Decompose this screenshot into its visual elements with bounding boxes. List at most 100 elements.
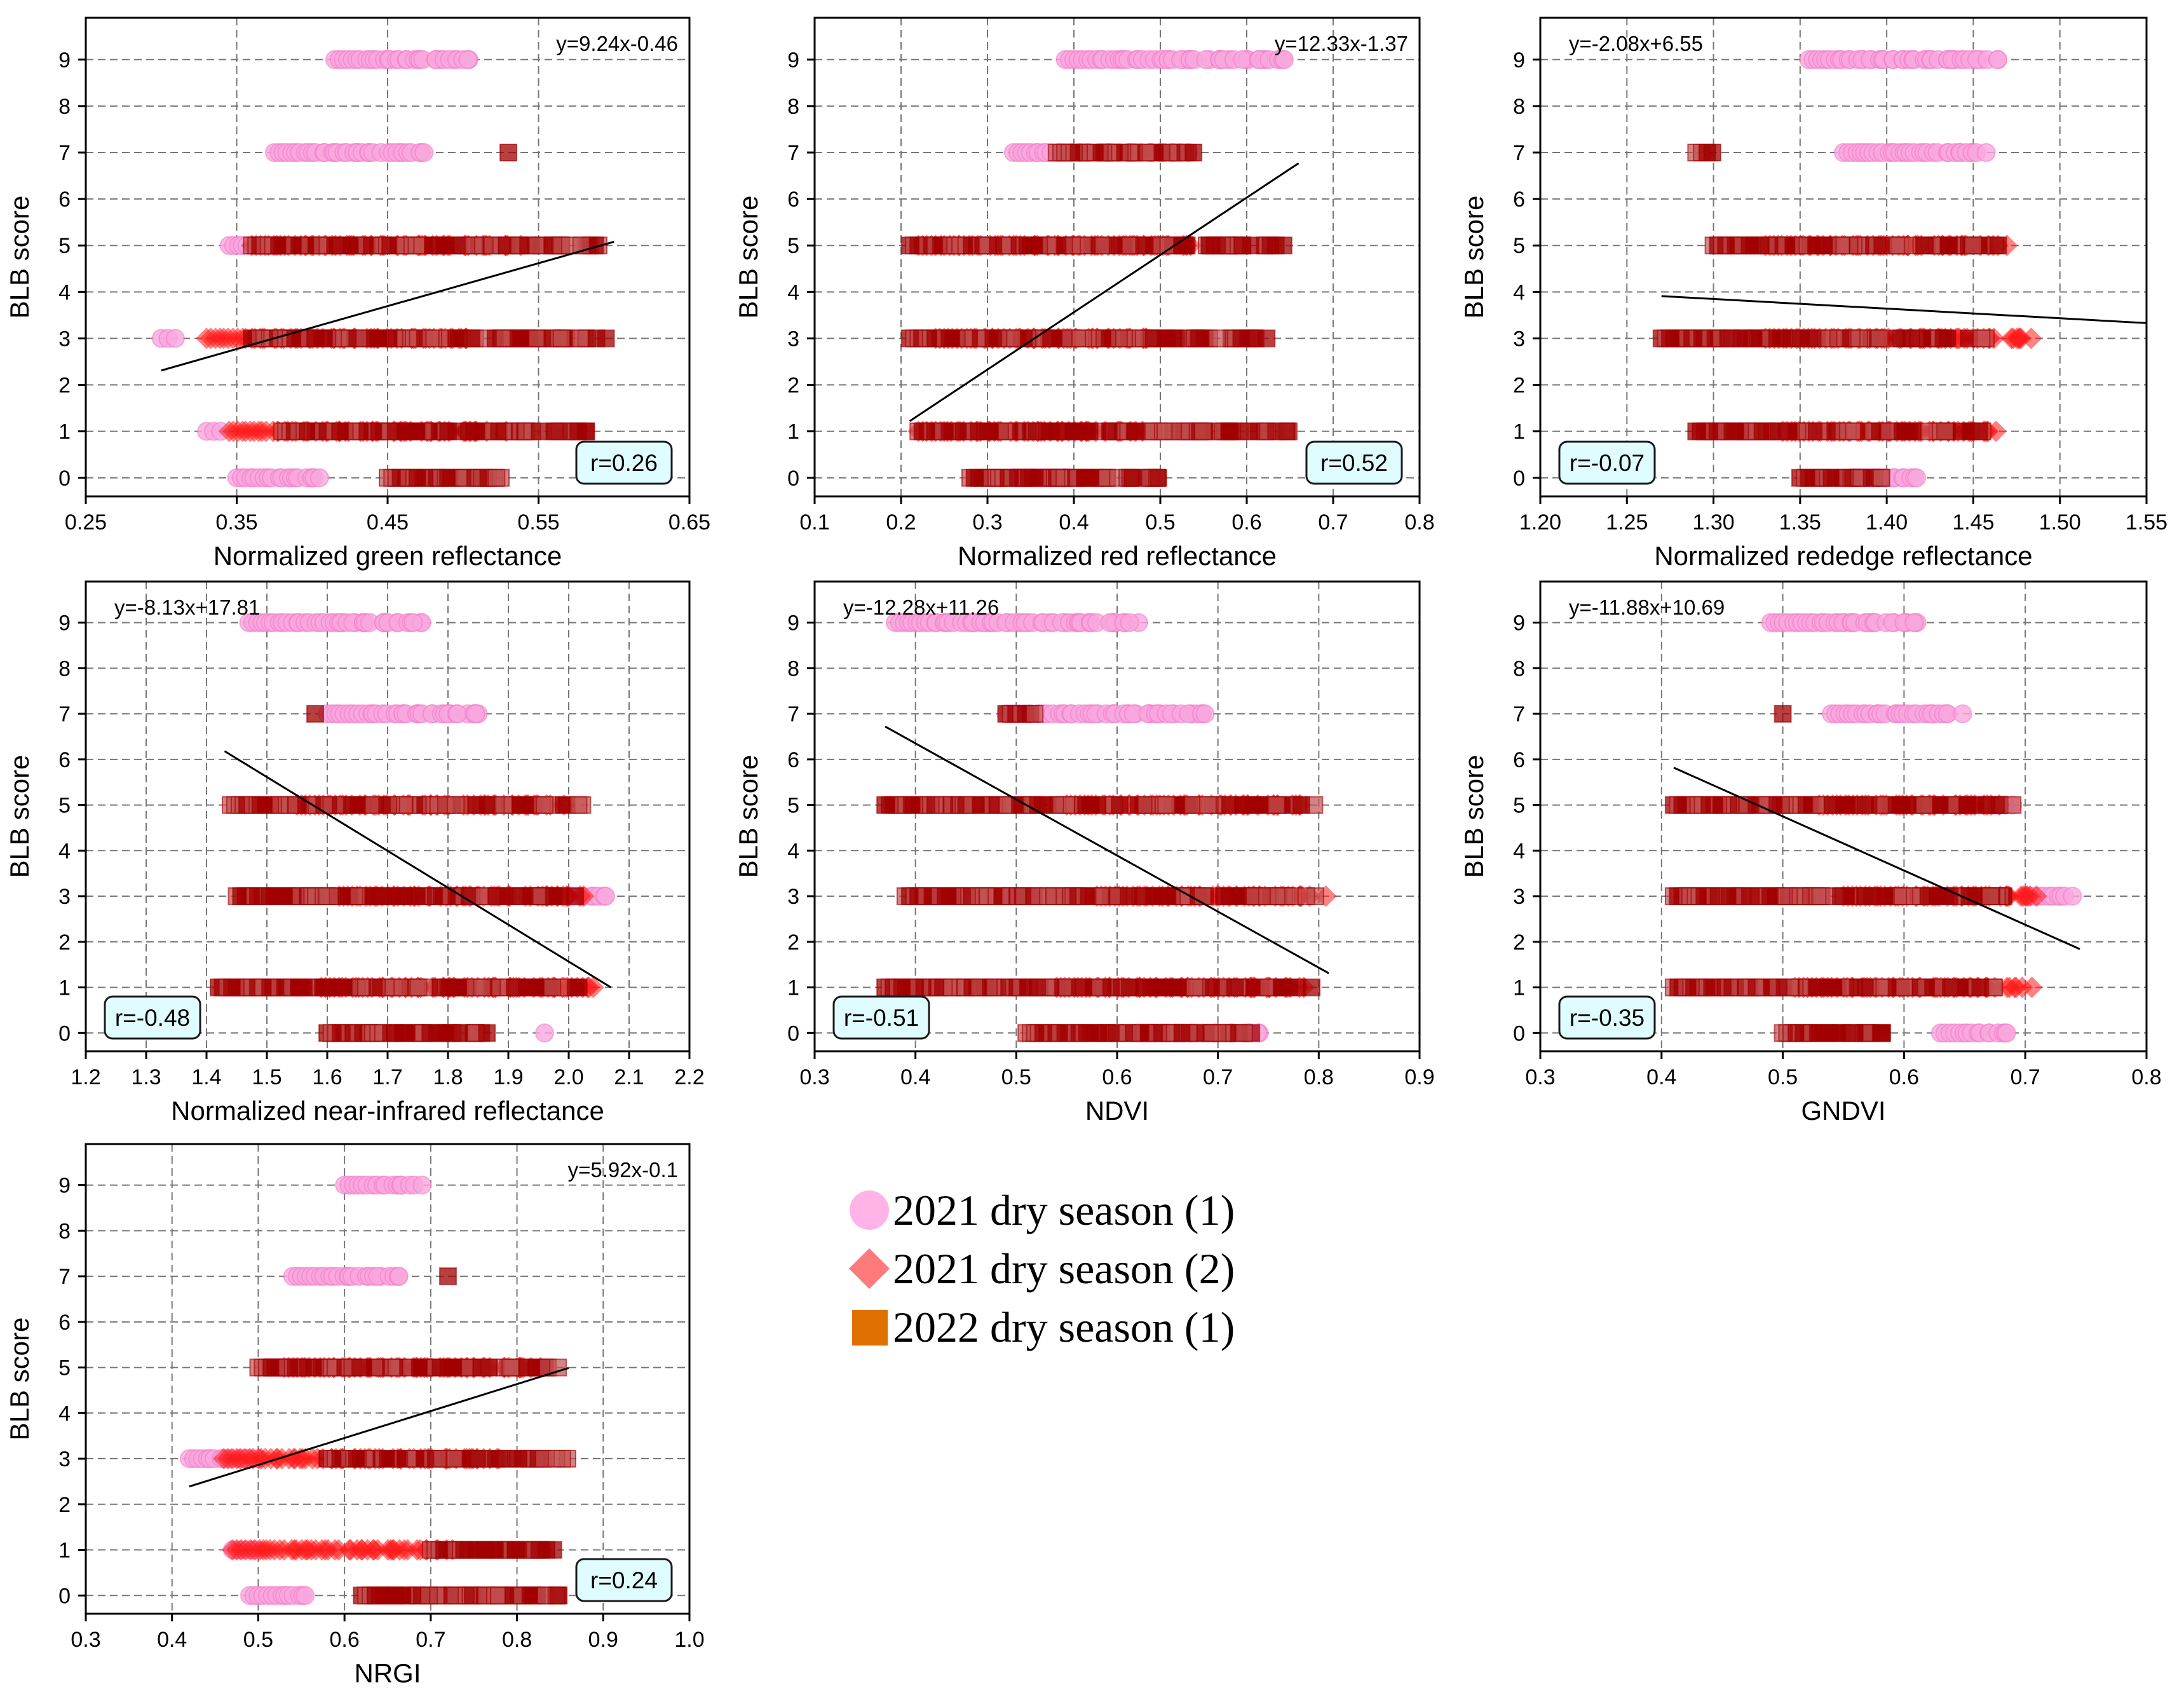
y-tick-label: 8 [58,95,71,119]
y-tick-label: 8 [787,95,799,119]
data-point [569,796,588,814]
y-tick-label: 0 [787,467,799,491]
y-tick-label: 2 [787,374,799,398]
y-axis-label: BLB score [733,196,763,319]
data-point [544,1541,562,1559]
data-point [165,329,185,348]
data-point [1193,887,1212,906]
data-point [1988,50,2007,69]
data-point [1226,978,1244,997]
data-point [596,887,616,906]
x-axis-label: Normalized near-infrared reflectance [171,1096,604,1126]
data-point [1123,468,1142,487]
chart-red: 0.1 0.2 0.3 0.4 0.5 0.6 0.7 0.8 0 1 2 3 4 5 6 7 8 9 Normal… [733,17,1435,571]
data-point [1953,704,1972,724]
data-point [409,978,428,997]
x-tick-label: 1.4 [191,1065,221,1089]
y-tick-label: 0 [58,467,71,491]
data-point [1220,422,1238,440]
data-point [1888,236,1906,255]
x-tick-label: 0.6 [1102,1065,1132,1089]
x-axis-label: Normalized green reflectance [214,541,562,571]
y-tick-label: 6 [58,1311,71,1335]
data-point [1981,887,2000,906]
y-axis-label: BLB score [4,755,34,878]
data-point [1149,468,1167,487]
y-tick-label: 2 [1513,374,1525,398]
x-tick-label: 0.7 [416,1628,445,1652]
data-point [1270,887,1288,906]
x-tick-label: 0.65 [668,510,710,535]
y-tick-label: 2 [58,930,71,955]
data-point [1026,705,1044,723]
data-point [1977,796,1996,814]
y-tick-label: 3 [1513,885,1525,909]
data-point [487,468,506,487]
data-point [478,796,497,814]
data-point [569,422,588,440]
data-point [1958,796,1977,814]
equation-label: y=9.24x-0.46 [556,32,678,55]
y-tick-label: 7 [1513,702,1525,726]
y-tick-label: 3 [58,1447,71,1471]
y-tick-label: 8 [787,657,799,681]
y-tick-label: 9 [787,48,799,72]
x-tick-label: 0.7 [1318,510,1348,535]
x-tick-label: 0.3 [972,510,1002,535]
y-tick-label: 8 [1513,657,1525,681]
data-point [1845,422,1863,440]
data-point [1873,1024,1892,1042]
correlation-label: r=-0.48 [115,1005,190,1031]
data-point [1194,422,1212,440]
y-axis-label: BLB score [4,1318,34,1441]
plot-frame [813,17,1421,498]
y-tick-label: 2 [58,1493,71,1517]
data-point [458,50,478,69]
y-tick-label: 9 [58,48,71,72]
x-tick-label: 0.3 [799,1065,829,1089]
data-point [473,978,491,997]
y-tick-label: 2 [1513,930,1525,955]
x-axis-label: GNDVI [1801,1096,1885,1126]
data-point [466,704,485,724]
correlation-label: r=-0.07 [1570,450,1645,476]
data-point [461,329,480,348]
equation-label: y=5.92x-0.1 [568,1158,678,1182]
data-point [1292,796,1310,814]
data-point [554,796,573,814]
data-point [1902,329,1920,348]
data-point [1111,796,1129,814]
x-tick-label: 0.2 [886,510,916,535]
data-point [404,613,423,632]
y-tick-label: 1 [58,1539,71,1563]
y-tick-label: 9 [1513,611,1525,636]
data-point [545,422,564,440]
y-tick-label: 3 [1513,327,1525,351]
data-point [1029,978,1047,997]
data-point [1195,704,1215,724]
x-tick-label: 0.6 [330,1628,360,1652]
y-tick-label: 5 [1513,794,1525,818]
y-tick-label: 0 [787,1021,799,1046]
x-tick-label: 0.8 [1304,1065,1334,1089]
data-point [1156,422,1175,440]
data-point [1873,236,1892,255]
y-tick-label: 6 [58,748,71,772]
correlation-label: r=0.26 [590,450,658,476]
data-point [1297,887,1315,906]
y-tick-label: 8 [1513,95,1525,119]
correlation-box [832,995,930,1040]
data-point [1907,468,1927,487]
legend-label: 2021 dry season (1) [893,1185,1235,1234]
equation-label: y=-8.13x+17.81 [114,596,260,619]
x-tick-label: 0.9 [588,1628,618,1652]
y-axis-label: BLB score [1459,755,1489,878]
data-point [309,468,329,487]
data-point [1120,613,1139,632]
data-point [1198,796,1217,814]
data-point [1904,422,1923,440]
regression-line [885,725,1329,974]
data-point [1169,978,1188,997]
data-point [1184,144,1203,162]
data-point [1221,796,1239,814]
